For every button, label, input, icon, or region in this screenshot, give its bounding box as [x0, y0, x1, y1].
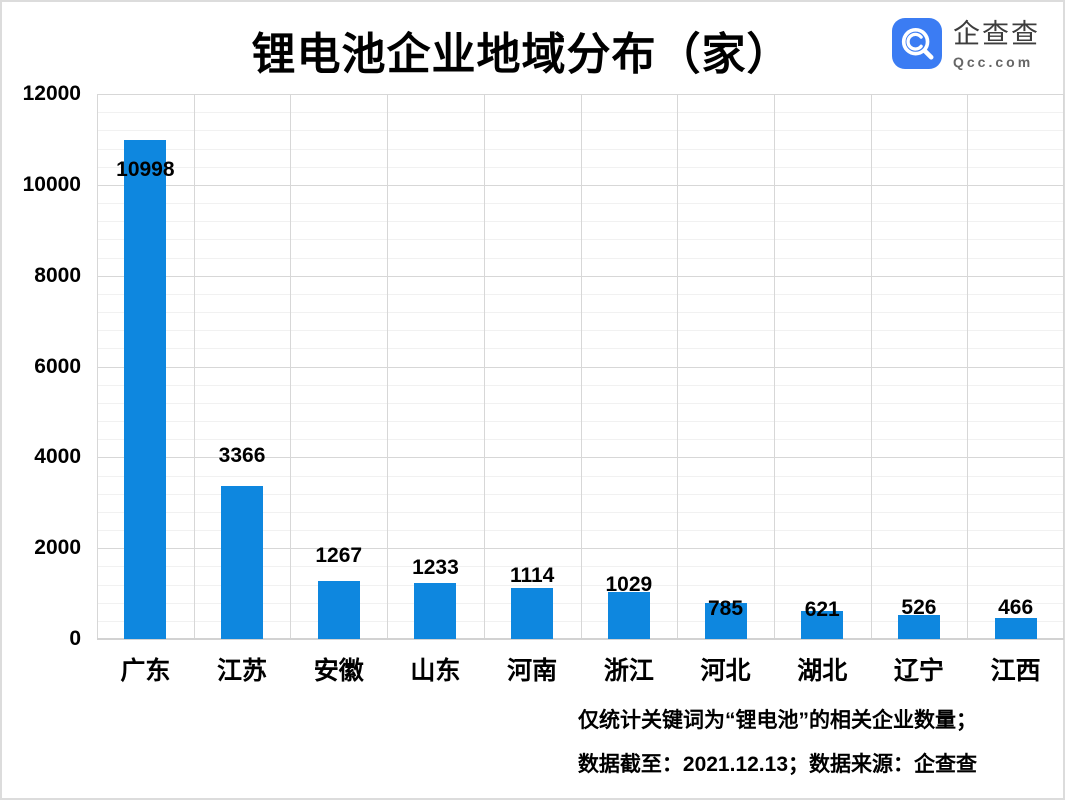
bar [607, 592, 650, 639]
bar-value-label: 1267 [315, 544, 363, 568]
bar-value-label: 1233 [412, 556, 459, 579]
footnote: 仅统计关键词为“锂电池”的相关企业数量； 数据截至：2021.12.13；数据来… [578, 699, 977, 787]
chart-title: 锂电池企业地域分布（家） [251, 30, 792, 79]
gridline-v [580, 94, 582, 639]
bar-value-label: 466 [998, 595, 1034, 619]
y-tick-label: 2000 [34, 536, 81, 560]
x-tick-label: 广东 [120, 657, 171, 685]
y-tick-label: 10000 [22, 172, 81, 196]
x-tick-label: 湖北 [797, 657, 848, 685]
x-tick-label: 江苏 [217, 657, 268, 685]
y-axis-line [97, 94, 98, 639]
x-tick-label: 江西 [990, 657, 1041, 685]
bar [317, 581, 360, 639]
bar-value-label: 10998 [116, 157, 175, 181]
y-tick-label: 0 [69, 627, 81, 650]
x-tick-label: 河北 [700, 657, 751, 685]
gridline-v [967, 94, 969, 639]
bar-value-label: 526 [901, 596, 937, 620]
gridline-v [387, 94, 389, 639]
plot-area: 10998 3366 1267 1233 1114 1029 785 621 526 466 [97, 94, 1064, 640]
x-tick-label: 山东 [410, 657, 461, 685]
bar [511, 588, 554, 639]
logo-brand-en: Qcc.com [953, 54, 1034, 70]
bar [221, 486, 264, 639]
bar-value-label: 3366 [218, 444, 266, 468]
bar-value-label: 785 [708, 597, 744, 621]
y-tick-label: 8000 [34, 263, 81, 287]
gridline-v [870, 94, 872, 639]
bar-value-label: 1029 [605, 573, 653, 597]
gridline-v [290, 94, 292, 639]
x-tick-label: 安徽 [313, 657, 364, 685]
gridline-v [677, 94, 679, 639]
logo-text: 企查查 Qcc.com [953, 18, 1040, 70]
footnote-line1: 仅统计关键词为“锂电池”的相关企业数量； [578, 709, 977, 732]
y-tick-label: 12000 [22, 82, 81, 105]
gridline-v [1063, 94, 1064, 639]
magnifier-q-icon [892, 18, 942, 69]
bar [801, 610, 844, 639]
qcc-logo: 企查查 Qcc.com [892, 18, 1040, 70]
x-axis-line [97, 638, 1064, 640]
gridline-v [773, 94, 775, 639]
footnote-line2: 数据截至：2021.12.13；数据来源：企查查 [577, 753, 977, 776]
bar-value-label: 1114 [509, 564, 555, 588]
gridline-v [193, 94, 195, 639]
x-tick-label: 辽宁 [893, 657, 944, 685]
bar [414, 583, 457, 639]
gridline-v [483, 94, 485, 639]
x-tick-label: 浙江 [603, 657, 654, 685]
bar [897, 615, 940, 639]
bar-value-label: 621 [804, 597, 840, 621]
bar [704, 603, 747, 639]
y-tick-label: 4000 [34, 445, 81, 469]
bar [994, 617, 1037, 639]
logo-brand-cn: 企查查 [953, 19, 1040, 49]
y-tick-label: 6000 [34, 354, 81, 378]
bar [124, 139, 167, 639]
x-tick-label: 河南 [507, 657, 558, 685]
